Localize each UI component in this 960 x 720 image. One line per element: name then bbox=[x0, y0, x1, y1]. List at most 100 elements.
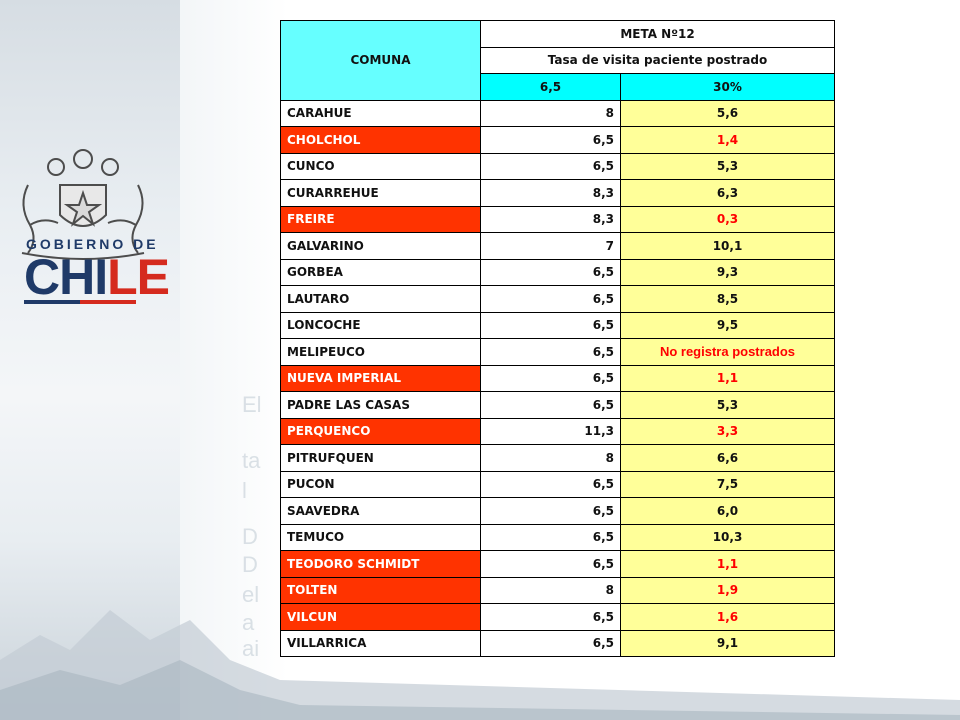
cell-meta: 7 bbox=[480, 232, 621, 260]
cell-comuna: CUNCO bbox=[280, 152, 481, 180]
cell-meta: 6,5 bbox=[480, 285, 621, 313]
table-row: VILCUN 6,5 1,6 bbox=[280, 603, 835, 631]
cell-comuna: CARAHUE bbox=[280, 99, 481, 127]
cell-meta: 6,5 bbox=[480, 603, 621, 631]
logo-word: CHILE bbox=[24, 248, 170, 306]
cell-tasa: 7,5 bbox=[620, 470, 835, 498]
cell-tasa: 9,5 bbox=[620, 311, 835, 339]
cell-comuna: PUCON bbox=[280, 470, 481, 498]
cell-tasa: 9,3 bbox=[620, 258, 835, 286]
cell-comuna: PITRUFQUEN bbox=[280, 444, 481, 472]
ghost-text: El bbox=[242, 392, 262, 417]
ghost-text: ta bbox=[242, 448, 261, 473]
table-row: TOLTEN 8 1,9 bbox=[280, 576, 835, 604]
table-row: TEMUCO 6,5 10,3 bbox=[280, 523, 835, 551]
cell-meta: 6,5 bbox=[480, 470, 621, 498]
table-row: NUEVA IMPERIAL 6,5 1,1 bbox=[280, 364, 835, 392]
cell-tasa: 5,3 bbox=[620, 152, 835, 180]
cell-tasa: 5,3 bbox=[620, 391, 835, 419]
cell-tasa: 1,1 bbox=[620, 364, 835, 392]
table-row: CARAHUE 8 5,6 bbox=[280, 99, 835, 127]
cell-comuna: GALVARINO bbox=[280, 232, 481, 260]
cell-tasa: 10,3 bbox=[620, 523, 835, 551]
cell-comuna: CURARREHUE bbox=[280, 179, 481, 207]
table-row: PUCON 6,5 7,5 bbox=[280, 470, 835, 498]
cell-meta: 6,5 bbox=[480, 338, 621, 366]
cell-comuna: VILCUN bbox=[280, 603, 481, 631]
ghost-text: ai bbox=[242, 636, 260, 661]
header-meta-percent: 30% bbox=[620, 73, 835, 101]
cell-tasa: 1,9 bbox=[620, 576, 835, 604]
table-row: PERQUENCO 11,3 3,3 bbox=[280, 417, 835, 445]
cell-comuna: LAUTARO bbox=[280, 285, 481, 313]
cell-meta: 8,3 bbox=[480, 179, 621, 207]
mountain-background bbox=[0, 610, 960, 720]
table-row: SAAVEDRA 6,5 6,0 bbox=[280, 497, 835, 525]
table-row: CHOLCHOL 6,5 1,4 bbox=[280, 126, 835, 154]
cell-comuna: MELIPEUCO bbox=[280, 338, 481, 366]
table-header-row: Tasa de visita paciente postrado bbox=[281, 46, 835, 74]
header-meta: META Nº12 bbox=[480, 20, 835, 48]
cell-comuna: TOLTEN bbox=[280, 576, 481, 604]
meta-table: COMUNA META Nº12 Tasa de visita paciente… bbox=[280, 20, 835, 657]
table-row: PADRE LAS CASAS 6,5 5,3 bbox=[280, 391, 835, 419]
cell-meta: 6,5 bbox=[480, 126, 621, 154]
cell-comuna: GORBEA bbox=[280, 258, 481, 286]
cell-tasa: 6,6 bbox=[620, 444, 835, 472]
cell-comuna: NUEVA IMPERIAL bbox=[280, 364, 481, 392]
ghost-text: D bbox=[242, 552, 258, 577]
header-meta-value: 6,5 bbox=[480, 73, 621, 101]
table-row: GALVARINO 7 10,1 bbox=[280, 232, 835, 260]
cell-meta: 6,5 bbox=[480, 629, 621, 657]
cell-meta: 8,3 bbox=[480, 205, 621, 233]
cell-meta: 6,5 bbox=[480, 152, 621, 180]
ghost-text: l bbox=[242, 478, 247, 503]
cell-comuna: FREIRE bbox=[280, 205, 481, 233]
cell-meta: 6,5 bbox=[480, 258, 621, 286]
header-indicator: Tasa de visita paciente postrado bbox=[480, 46, 835, 74]
table-row: GORBEA 6,5 9,3 bbox=[280, 258, 835, 286]
table-row: PITRUFQUEN 8 6,6 bbox=[280, 444, 835, 472]
ghost-text: el bbox=[242, 582, 260, 607]
table-header-row: 6,5 30% bbox=[281, 73, 835, 101]
ghost-text: D bbox=[242, 524, 258, 549]
cell-meta: 11,3 bbox=[480, 417, 621, 445]
logo-stripe-icon bbox=[24, 300, 136, 304]
table-header-row: COMUNA META Nº12 bbox=[280, 20, 835, 101]
cell-meta: 8 bbox=[480, 444, 621, 472]
ghost-text: a bbox=[242, 610, 255, 635]
header-comuna: COMUNA bbox=[280, 20, 481, 101]
cell-meta: 6,5 bbox=[480, 550, 621, 578]
cell-comuna: VILLARRICA bbox=[280, 629, 481, 657]
cell-tasa: 10,1 bbox=[620, 232, 835, 260]
logo-word-part: CHI bbox=[24, 249, 108, 305]
cell-tasa: 6,3 bbox=[620, 179, 835, 207]
table-row: MELIPEUCO 6,5 No registra postrados bbox=[280, 338, 835, 366]
table-row: VILLARRICA 6,5 9,1 bbox=[280, 629, 835, 657]
table-row: TEODORO SCHMIDT 6,5 1,1 bbox=[280, 550, 835, 578]
cell-comuna: SAAVEDRA bbox=[280, 497, 481, 525]
cell-tasa: No registra postrados bbox=[620, 338, 835, 366]
logo-top-text: GOBIERNO DE bbox=[26, 236, 159, 252]
cell-meta: 6,5 bbox=[480, 364, 621, 392]
slide-left-panel bbox=[0, 0, 180, 720]
table-row: FREIRE 8,3 0,3 bbox=[280, 205, 835, 233]
cell-tasa: 3,3 bbox=[620, 417, 835, 445]
cell-tasa: 1,1 bbox=[620, 550, 835, 578]
cell-tasa: 1,4 bbox=[620, 126, 835, 154]
cell-meta: 6,5 bbox=[480, 497, 621, 525]
cell-comuna: PERQUENCO bbox=[280, 417, 481, 445]
cell-comuna: PADRE LAS CASAS bbox=[280, 391, 481, 419]
table-row: CUNCO 6,5 5,3 bbox=[280, 152, 835, 180]
cell-tasa: 5,6 bbox=[620, 99, 835, 127]
cell-meta: 6,5 bbox=[480, 391, 621, 419]
cell-comuna: CHOLCHOL bbox=[280, 126, 481, 154]
coat-of-arms-icon bbox=[21, 149, 145, 260]
cell-meta: 8 bbox=[480, 576, 621, 604]
cell-tasa: 9,1 bbox=[620, 629, 835, 657]
cell-comuna: TEODORO SCHMIDT bbox=[280, 550, 481, 578]
logo-word-part: LE bbox=[107, 249, 170, 305]
table-row: LONCOCHE 6,5 9,5 bbox=[280, 311, 835, 339]
cell-meta: 6,5 bbox=[480, 523, 621, 551]
table-row: CURARREHUE 8,3 6,3 bbox=[280, 179, 835, 207]
